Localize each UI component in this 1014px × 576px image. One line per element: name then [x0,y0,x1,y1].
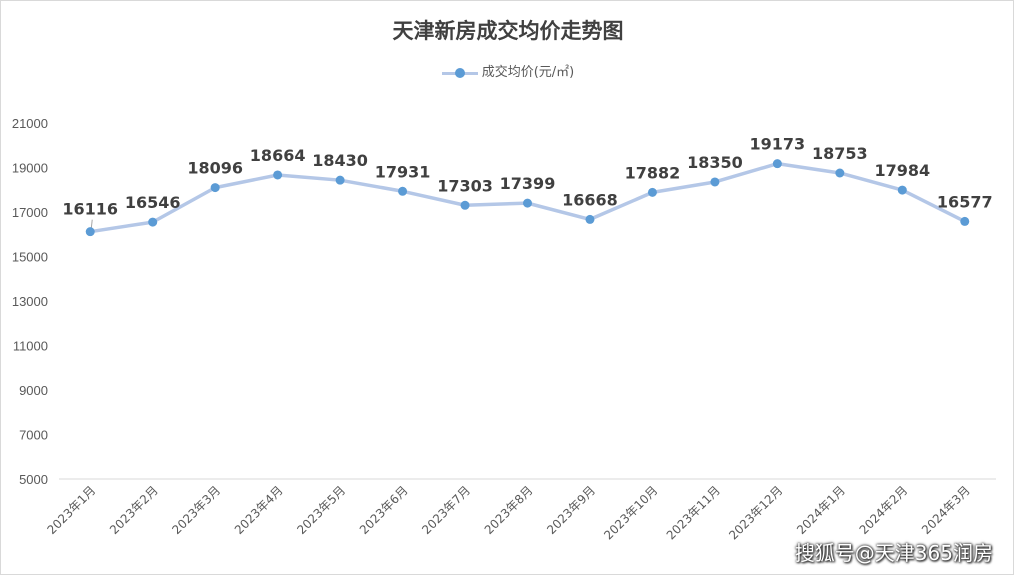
x-tick-label: 2023年2月 [107,483,161,537]
data-label: 19173 [750,135,806,154]
data-label: 17931 [375,162,431,181]
x-tick-label: 2023年6月 [357,483,411,537]
data-label: 17399 [500,174,556,193]
data-label: 16577 [937,192,993,211]
data-point [335,175,345,185]
data-point [585,214,595,224]
data-point [772,159,782,169]
data-label: 18664 [250,146,306,165]
y-tick-label: 15000 [12,250,48,265]
data-label: 16668 [562,190,618,209]
data-point [835,168,845,178]
data-point [647,187,657,197]
data-label: 18096 [187,159,243,178]
data-point [960,216,970,226]
legend-label: 成交均价(元/㎡) [481,65,575,80]
data-label: 18753 [812,144,868,163]
data-point [460,200,470,210]
y-tick-label: 13000 [12,294,48,309]
y-tick-label: 5000 [19,472,48,487]
data-point [897,185,907,195]
data-label: 16116 [62,200,118,219]
x-tick-label: 2023年8月 [482,483,536,537]
y-tick-label: 9000 [19,383,48,398]
data-point [210,183,220,193]
x-tick-label: 2023年4月 [232,483,286,537]
data-label: 17303 [437,176,493,195]
watermark: 搜狐号@天津365润房 [794,541,993,565]
data-label-leader [90,219,93,229]
legend: 成交均价(元/㎡) [1,61,1014,80]
data-point [148,217,158,227]
x-tick-label: 2024年2月 [857,483,911,537]
x-tick-label: 2023年3月 [169,483,223,537]
data-point [523,198,532,208]
data-point [85,227,95,237]
data-label: 18430 [312,151,368,170]
data-label: 17984 [874,161,930,180]
y-tick-label: 7000 [19,428,48,443]
y-tick-label: 11000 [13,339,48,354]
y-tick-label: 21000 [12,116,48,131]
data-label: 16546 [125,193,181,212]
x-tick-label: 2023年1月 [44,483,98,537]
data-point [273,170,283,180]
y-tick-label: 17000 [12,205,48,220]
x-tick-label: 2024年1月 [794,483,848,537]
y-tick-label: 19000 [12,161,48,176]
x-tick-label: 2023年5月 [294,483,348,537]
x-tick-label: 2023年11月 [664,483,723,542]
x-tick-label: 2023年7月 [419,483,473,537]
data-point [710,177,720,187]
data-label: 18350 [687,153,743,172]
legend-marker-icon [441,67,478,79]
chart-title: 天津新房成交均价走势图 [392,19,624,43]
data-label: 17882 [625,163,681,182]
x-tick-label: 2023年10月 [601,483,660,542]
x-tick-label: 2024年3月 [919,483,973,537]
x-tick-label: 2023年12月 [726,483,785,542]
data-point [398,186,408,196]
x-tick-label: 2023年9月 [544,483,598,537]
